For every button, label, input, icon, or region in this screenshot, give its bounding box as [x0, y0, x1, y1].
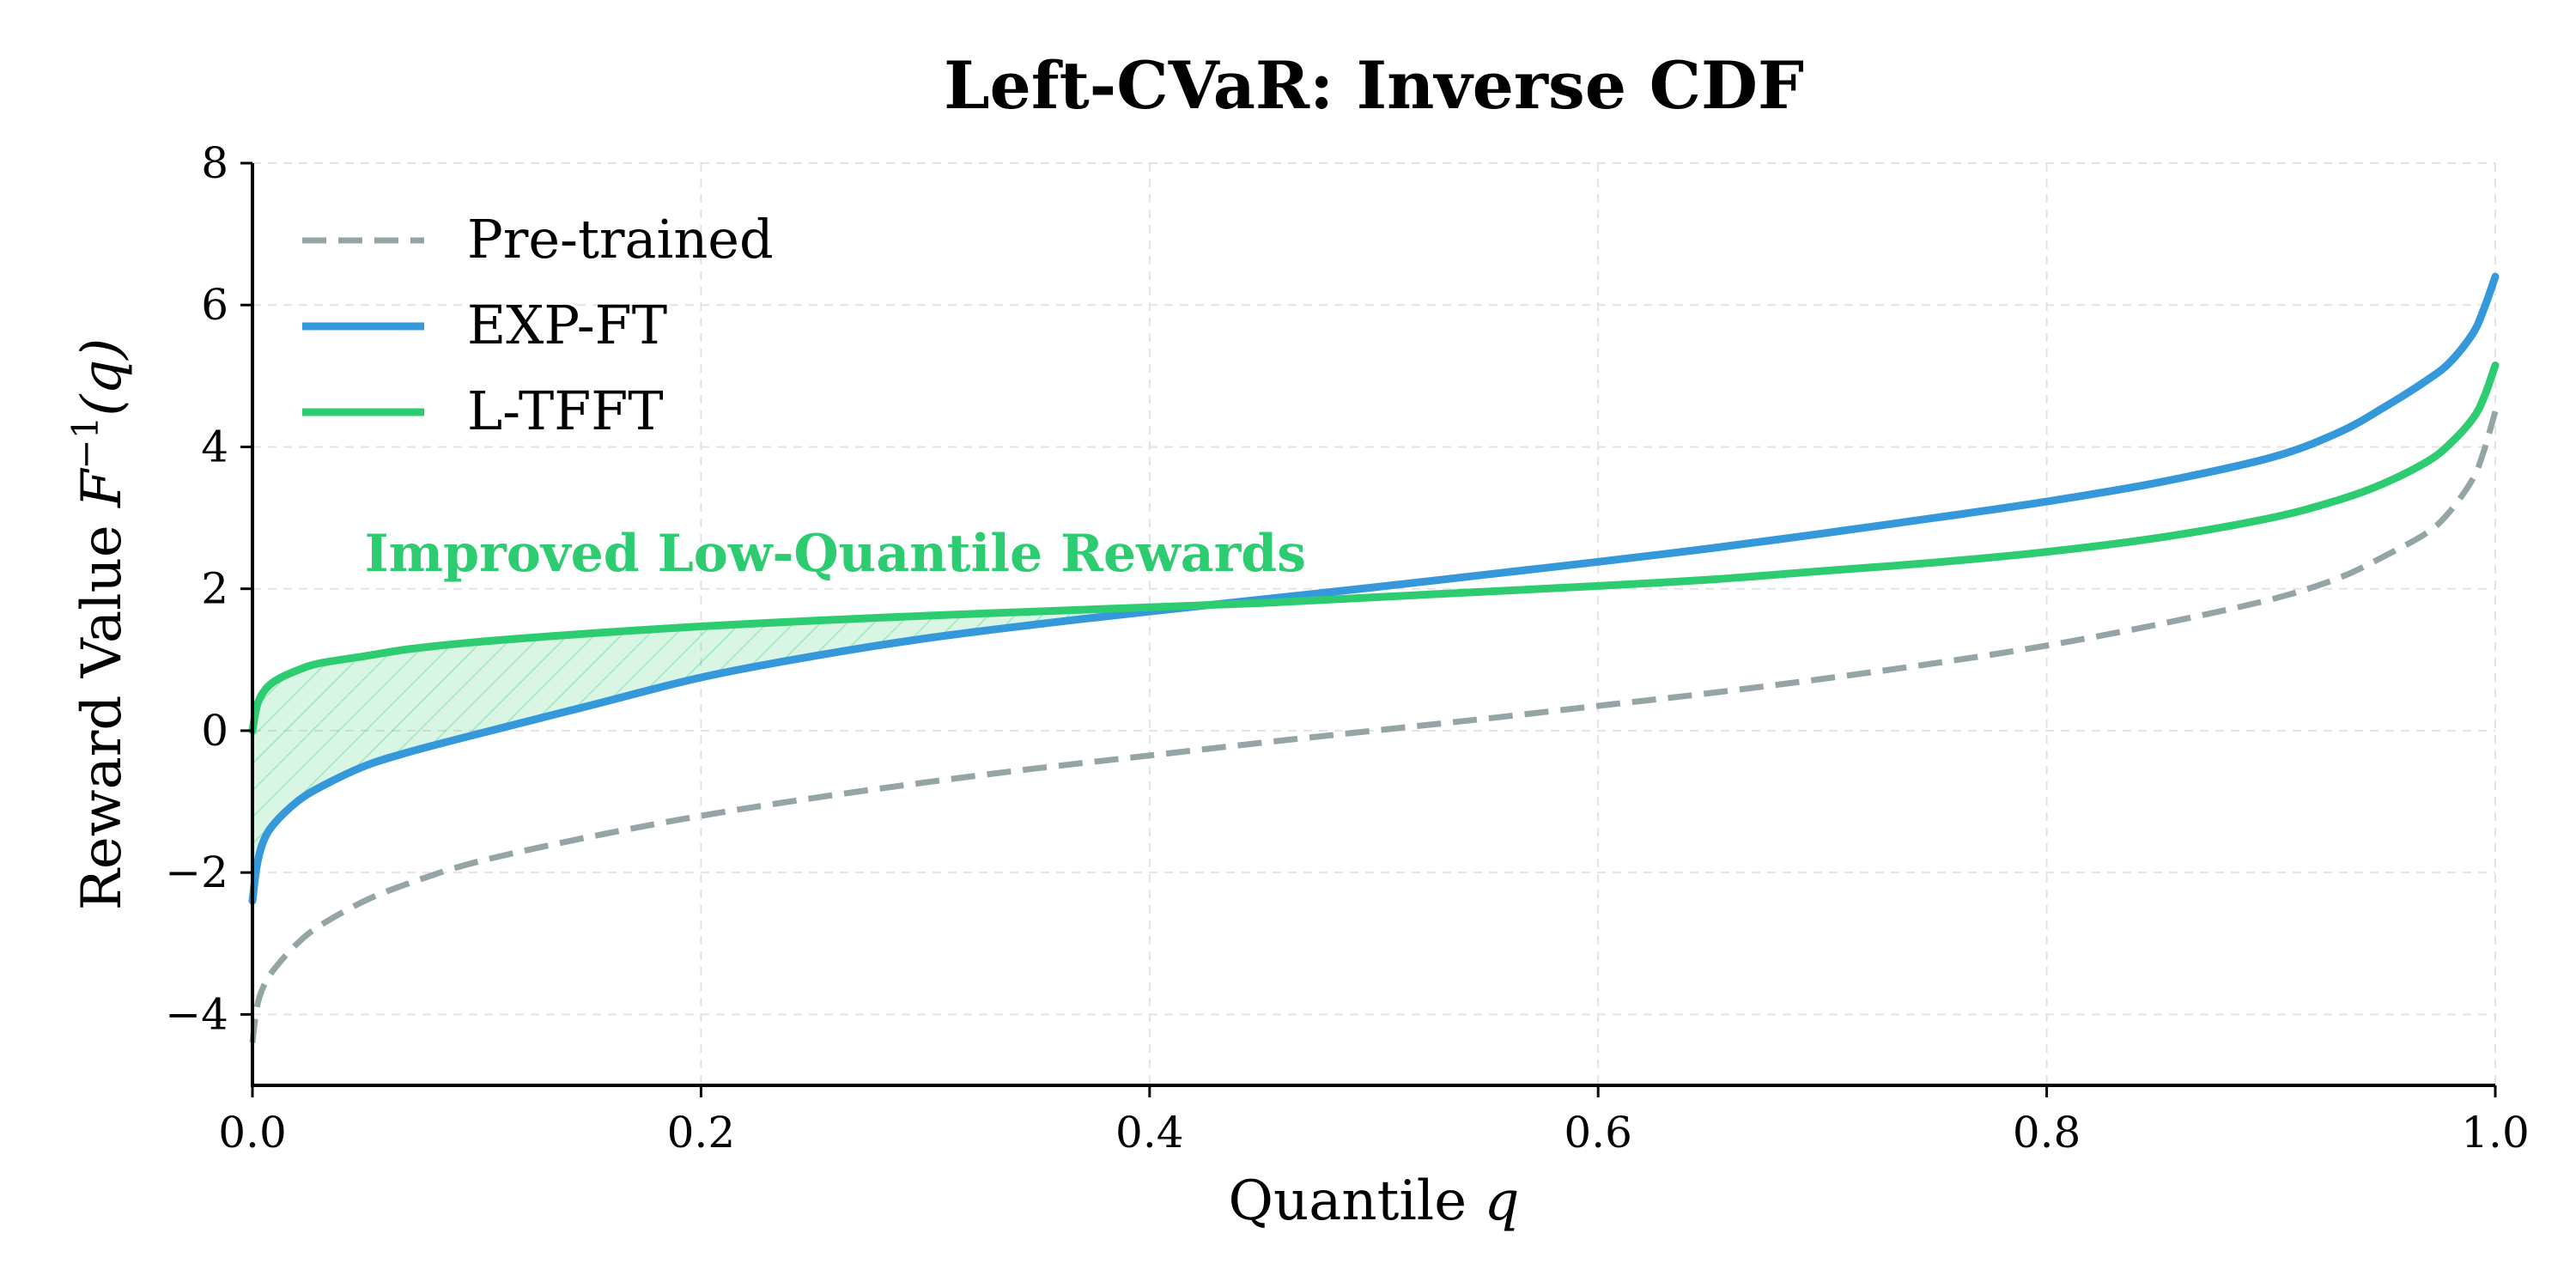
- series-line-pre-trained: [249, 410, 2499, 1043]
- y-tick-label: 6: [201, 280, 228, 330]
- shaded-hatch: [252, 607, 1150, 902]
- legend-label: EXP-FT: [467, 294, 667, 356]
- y-tick-label: 8: [201, 138, 228, 188]
- x-tick-label: 0.2: [667, 1108, 736, 1157]
- x-tick-label: 0.6: [1564, 1108, 1632, 1157]
- x-tick-label: 0.0: [218, 1108, 287, 1157]
- series-line-l-tfft: [248, 361, 2500, 735]
- y-tick-label: 4: [201, 422, 228, 471]
- x-axis-label: Quantile q: [1229, 1170, 1520, 1233]
- legend: Pre-trained EXP-FT L-TFFT: [302, 208, 774, 442]
- y-axis-label: Reward Value F−1(q): [64, 338, 134, 911]
- legend-label: L-TFFT: [467, 380, 664, 442]
- shaded-improvement-region: [252, 607, 1150, 902]
- y-tick-label: −4: [165, 989, 228, 1039]
- y-tick-label: −2: [165, 848, 228, 897]
- x-tick-label: 0.8: [2013, 1108, 2081, 1157]
- y-tick-label: 2: [201, 564, 228, 614]
- x-tick-label: 1.0: [2461, 1108, 2530, 1157]
- annotation-improved-rewards: Improved Low-Quantile Rewards: [365, 524, 1306, 584]
- series-line-exp-ft: [248, 272, 2500, 905]
- series-lines: [248, 272, 2500, 1043]
- chart-title: Left-CVaR: Inverse CDF: [944, 47, 1804, 124]
- legend-label: Pre-trained: [467, 208, 774, 270]
- y-ticks: −4 −2 0 2 4 6 8: [165, 138, 252, 1039]
- y-tick-label: 0: [201, 706, 228, 756]
- x-ticks: 0.0 0.2 0.4 0.6 0.8 1.0: [218, 1085, 2530, 1157]
- axes: [251, 163, 2495, 1087]
- x-tick-label: 0.4: [1115, 1108, 1184, 1157]
